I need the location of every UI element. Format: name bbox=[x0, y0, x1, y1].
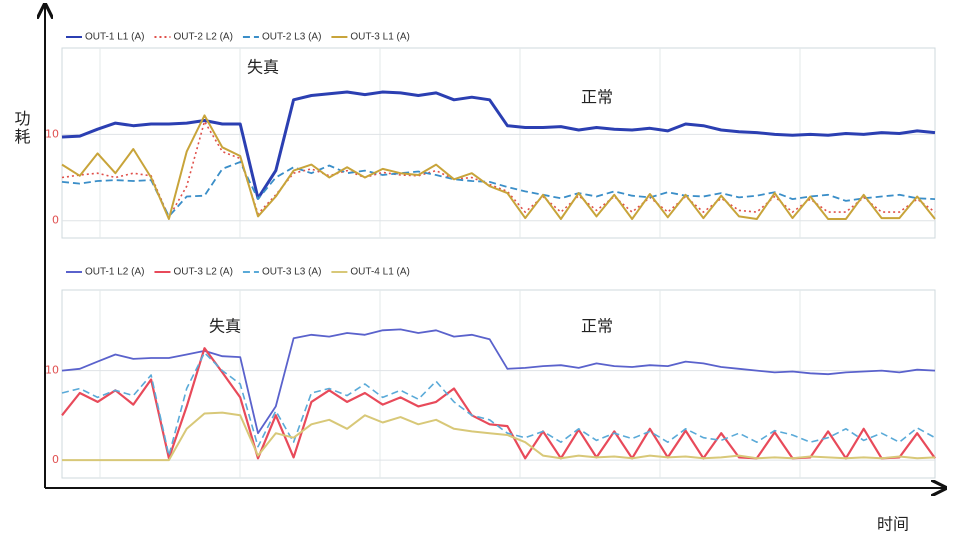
series-line bbox=[61, 161, 936, 218]
y-tick-label: 0 bbox=[52, 214, 59, 227]
series-line bbox=[61, 347, 936, 460]
series-line bbox=[61, 114, 936, 220]
legend-label: OUT-4 L1 (A) bbox=[350, 267, 409, 278]
series-line bbox=[61, 351, 936, 457]
legend-label: OUT-2 L3 (A) bbox=[262, 32, 321, 43]
plot-area bbox=[61, 47, 936, 239]
legend-label: OUT-3 L3 (A) bbox=[262, 267, 321, 278]
annotation: 正常 bbox=[581, 88, 613, 107]
annotation: 正常 bbox=[581, 317, 613, 336]
annotation: 失真 bbox=[209, 317, 241, 336]
y-tick-label: 0 bbox=[52, 453, 59, 466]
legend-label: OUT-1 L1 (A) bbox=[85, 32, 144, 43]
plot-area bbox=[61, 289, 936, 479]
annotation: 失真 bbox=[247, 58, 279, 77]
y-axis-title: 功耗 bbox=[12, 110, 31, 146]
series-line bbox=[62, 411, 936, 462]
legend-label: OUT-3 L2 (A) bbox=[173, 267, 232, 278]
legend-label: OUT-3 L1 (A) bbox=[350, 32, 409, 43]
y-tick-label: 10 bbox=[45, 127, 59, 140]
y-tick-label: 10 bbox=[45, 364, 59, 377]
x-axis-title: 时间 bbox=[877, 515, 909, 534]
series-line bbox=[61, 120, 936, 219]
legend-label: OUT-2 L2 (A) bbox=[173, 32, 232, 43]
legend-label: OUT-1 L2 (A) bbox=[85, 267, 144, 278]
